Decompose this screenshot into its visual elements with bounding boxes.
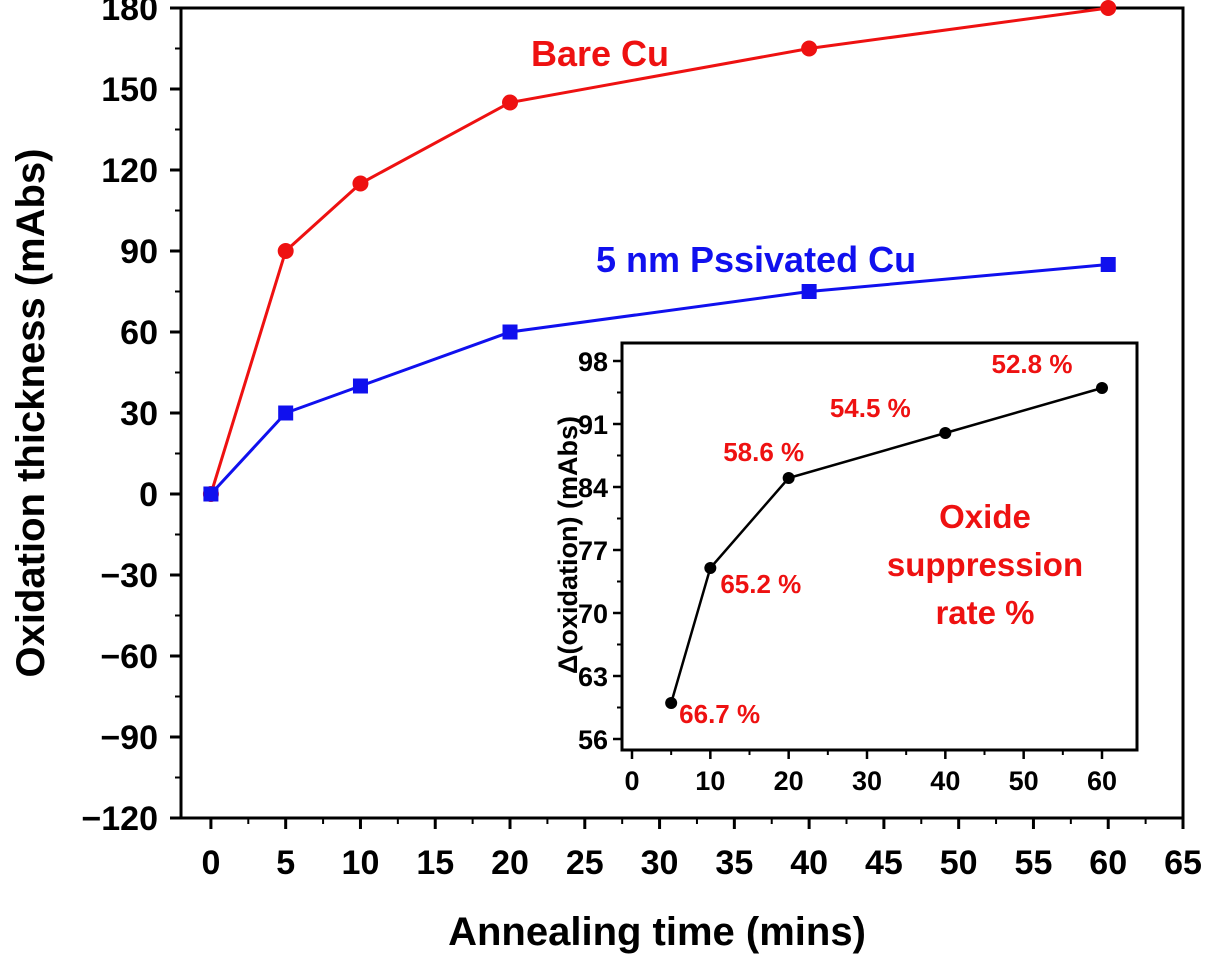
main-y-tick-label: 0 xyxy=(139,476,158,514)
main-y-tick-label: −30 xyxy=(100,557,158,595)
inset-plot: 0 10 20 30 40 50 60 56 63 70 77 84 91 98 66.7 % 65.2 %… xyxy=(553,341,1139,796)
inset-series-layer: 66.7 % 65.2 % 58.6 % 54.5 % 52.8 % xyxy=(665,349,1108,729)
inset-x-tick-label: 20 xyxy=(774,766,804,796)
inset-axis-ticks: 0 10 20 30 40 50 60 56 63 70 77 84 91 98 xyxy=(578,347,1117,796)
inset-point-label: 58.6 % xyxy=(723,437,804,467)
inset-annotation-line-3: rate % xyxy=(935,594,1034,631)
series-line-1 xyxy=(209,263,1109,496)
main-plot-frame xyxy=(179,6,1185,820)
series-1-point xyxy=(278,405,294,421)
inset-y-tick-label: 63 xyxy=(578,662,608,692)
main-x-tick-label: 55 xyxy=(1015,844,1053,882)
main-x-tick-label: 30 xyxy=(641,844,679,882)
inset-point-label: 65.2 % xyxy=(720,569,801,599)
series-1-point xyxy=(801,284,817,299)
series-1-point xyxy=(502,324,518,340)
main-x-tick-label: 35 xyxy=(715,844,753,882)
main-y-tick-label: 180 xyxy=(101,0,158,28)
inset-x-tick-label: 0 xyxy=(624,766,639,796)
inset-series-point xyxy=(782,472,795,484)
inset-point-label: 54.5 % xyxy=(830,393,911,423)
main-x-tick-label: 60 xyxy=(1089,844,1127,882)
inset-plot-background xyxy=(622,343,1137,750)
series-line-0 xyxy=(209,6,1109,495)
inset-series-point xyxy=(704,562,717,574)
inset-series-point xyxy=(939,427,952,439)
main-series-layer xyxy=(202,0,1117,502)
series-1-point xyxy=(352,378,368,394)
series-0-point xyxy=(801,40,818,57)
series-0-point xyxy=(277,243,294,259)
main-y-tick-label: 150 xyxy=(101,71,158,109)
main-x-tick-label: 40 xyxy=(790,844,828,882)
series-label-bare-cu: Bare Cu xyxy=(531,33,669,74)
main-y-tick-label: −120 xyxy=(81,800,158,838)
main-y-tick-label: 90 xyxy=(120,233,158,271)
inset-annotation-line-2: suppression xyxy=(887,546,1083,583)
main-plot: 0 5 10 15 20 25 30 35 40 45 50 55 60 65 −120 −90 −60 −30 0… xyxy=(9,0,1202,954)
inset-y-tick-label: 70 xyxy=(578,599,608,629)
main-x-tick-label: 10 xyxy=(342,844,380,882)
inset-x-tick-label: 40 xyxy=(930,766,960,796)
series-1-point xyxy=(1100,257,1116,272)
series-0-point xyxy=(502,94,519,111)
series-0-point xyxy=(1100,0,1117,16)
inset-y-tick-label: 84 xyxy=(578,473,608,503)
inset-annotation-line-1: Oxide xyxy=(939,498,1031,535)
main-x-tick-label: 65 xyxy=(1164,844,1202,882)
main-x-tick-label: 50 xyxy=(940,844,978,882)
main-x-tick-label: 15 xyxy=(416,844,454,882)
main-y-tick-label: 30 xyxy=(120,395,158,433)
inset-x-tick-label: 50 xyxy=(1009,766,1039,796)
inset-y-axis-label: Δ(oxidation) (mAbs) xyxy=(553,416,583,674)
inset-plot-frame xyxy=(620,341,1139,752)
main-x-axis-label: Annealing time (mins) xyxy=(448,910,866,954)
main-y-tick-label: 60 xyxy=(120,314,158,352)
series-0-point xyxy=(352,175,369,192)
inset-point-label: 52.8 % xyxy=(992,349,1073,379)
inset-x-tick-label: 60 xyxy=(1087,766,1117,796)
main-x-tick-label: 45 xyxy=(865,844,903,882)
main-y-tick-label: 120 xyxy=(101,152,158,190)
inset-y-tick-label: 98 xyxy=(578,347,608,377)
inset-point-label: 66.7 % xyxy=(679,699,760,729)
inset-x-tick-label: 30 xyxy=(852,766,882,796)
main-x-tick-label: 20 xyxy=(491,844,529,882)
inset-y-tick-label: 77 xyxy=(578,536,608,566)
main-y-tick-label: −90 xyxy=(100,719,158,757)
series-label-passivated-cu: 5 nm Pssivated Cu xyxy=(596,239,916,280)
series-1-point xyxy=(203,486,219,502)
main-x-tick-label: 0 xyxy=(201,844,220,882)
inset-series-point xyxy=(665,697,678,709)
main-y-axis-label: Oxidation thickness (mAbs) xyxy=(9,149,53,678)
main-axis-ticks: 0 5 10 15 20 25 30 35 40 45 50 55 60 65 −120 −90 −60 −30 0… xyxy=(81,0,1202,882)
main-x-tick-label: 5 xyxy=(276,844,295,882)
inset-y-tick-label: 91 xyxy=(578,410,608,440)
inset-x-tick-label: 10 xyxy=(695,766,725,796)
main-y-tick-label: −60 xyxy=(100,638,158,676)
inset-series-point xyxy=(1096,382,1108,394)
inset-y-tick-label: 56 xyxy=(578,725,608,755)
main-x-tick-label: 25 xyxy=(566,844,604,882)
